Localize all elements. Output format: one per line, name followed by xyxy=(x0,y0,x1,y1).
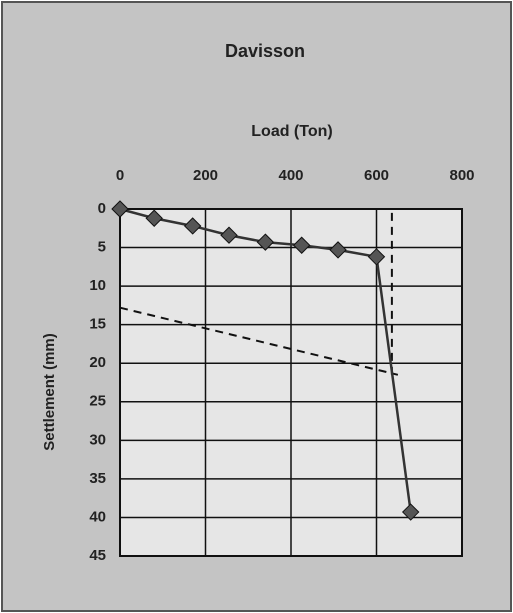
x-tick-label: 600 xyxy=(364,167,389,184)
y-tick-label: 15 xyxy=(89,316,106,333)
y-tick-label: 10 xyxy=(89,277,106,294)
marker xyxy=(183,217,202,235)
x-tick-label: 200 xyxy=(193,167,218,184)
marker xyxy=(329,241,347,259)
y-tick-label: 25 xyxy=(89,393,106,410)
y-axis-label: Settlement (mm) xyxy=(41,333,58,451)
marker xyxy=(220,226,238,244)
y-tick-label: 20 xyxy=(89,354,106,371)
marker xyxy=(145,209,163,227)
x-axis-label: Load (Ton) xyxy=(251,123,332,140)
y-tick-label: 30 xyxy=(89,431,106,448)
reference-line xyxy=(119,306,399,376)
marker xyxy=(111,200,129,218)
y-tick-label: 35 xyxy=(89,470,106,487)
marker xyxy=(367,248,386,266)
x-tick-label: 0 xyxy=(116,167,124,184)
chart-title: Davisson xyxy=(225,41,305,61)
y-tick-label: 0 xyxy=(98,200,106,217)
x-tick-label: 800 xyxy=(449,167,474,184)
y-tick-label: 45 xyxy=(89,547,106,564)
y-tick-label: 40 xyxy=(89,508,106,525)
y-tick-label: 5 xyxy=(98,239,106,256)
marker xyxy=(256,233,275,251)
marker xyxy=(401,503,420,521)
x-tick-label: 400 xyxy=(278,167,303,184)
marker xyxy=(292,236,311,254)
